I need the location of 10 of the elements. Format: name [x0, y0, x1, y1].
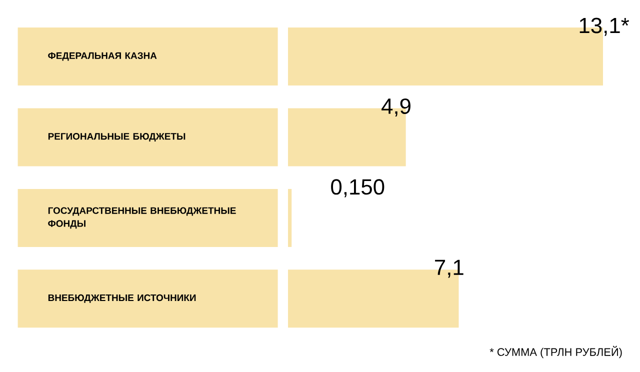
text: * СУММА (ТРЛН РУБЛЕЙ)	[490, 346, 622, 358]
y-tick-label: РЕГИОНАЛЬНЫЕ БЮДЖЕТЫ	[48, 133, 186, 142]
y-tick-label: ГОСУДАРСТВЕННЫЕ ВНЕБЮДЖЕТНЫЕ ФОНДЫ	[48, 207, 236, 229]
data-label: 7,1	[435, 260, 464, 278]
y-tick-label: ФЕДЕРАЛЬНАЯ КАЗНА	[48, 52, 157, 61]
data-label: 0,150	[331, 179, 384, 198]
y-tick-label: ВНЕБЮДЖЕТНЫЕ ИСТОЧНИКИ	[48, 294, 196, 303]
data-label: 13,1*	[580, 18, 630, 36]
data-label: 4,9	[382, 98, 410, 117]
bar	[288, 188, 292, 247]
